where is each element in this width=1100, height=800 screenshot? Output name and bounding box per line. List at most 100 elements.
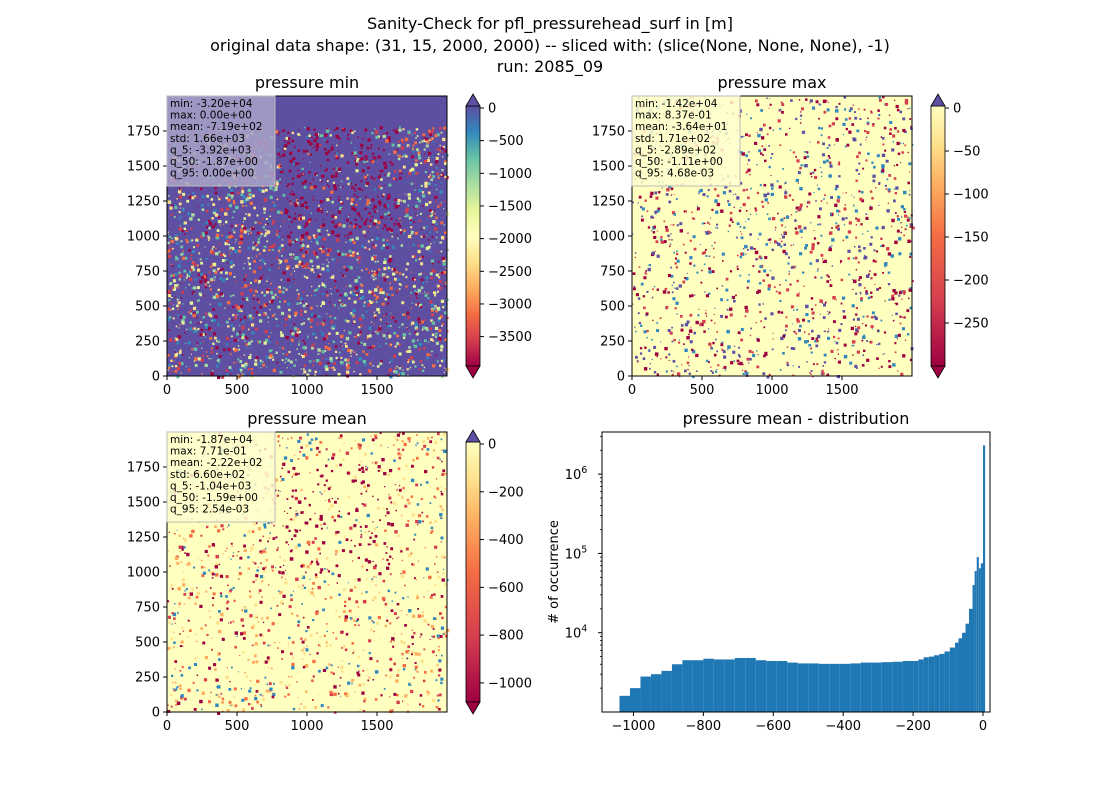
heatmap-cell bbox=[435, 156, 439, 160]
heatmap-cell bbox=[437, 489, 440, 492]
heatmap-cell bbox=[269, 644, 271, 647]
heatmap-cell bbox=[175, 337, 179, 341]
heatmap-cell bbox=[420, 305, 423, 308]
heatmap-cell bbox=[822, 365, 825, 367]
heatmap-cell bbox=[900, 231, 902, 234]
heatmap-cell bbox=[400, 454, 403, 456]
heatmap-cell bbox=[423, 136, 426, 139]
heatmap-cell bbox=[397, 237, 399, 240]
heatmap-cell bbox=[355, 169, 359, 173]
heatmap-cell bbox=[255, 576, 258, 579]
heatmap-cell bbox=[835, 117, 839, 121]
heatmap-cell bbox=[256, 231, 260, 235]
heatmap-cell bbox=[395, 509, 397, 512]
heatmap-cell bbox=[640, 282, 644, 286]
heatmap-cell bbox=[364, 207, 367, 210]
heatmap-cell bbox=[440, 348, 443, 352]
heatmap-cell bbox=[349, 352, 352, 354]
heatmap-cell bbox=[863, 254, 866, 257]
heatmap-cell bbox=[204, 549, 208, 553]
heatmap-cell bbox=[862, 233, 864, 235]
heatmap-cell bbox=[180, 215, 182, 218]
heatmap-cell bbox=[443, 632, 446, 635]
heatmap-cell bbox=[397, 467, 401, 470]
heatmap-cell bbox=[333, 317, 337, 320]
heatmap-cell bbox=[194, 602, 197, 605]
heatmap-cell bbox=[427, 292, 429, 294]
heatmap-cell bbox=[638, 266, 641, 268]
heatmap-cell bbox=[737, 331, 741, 335]
heatmap-cell bbox=[634, 256, 636, 258]
heatmap-cell bbox=[785, 329, 787, 332]
heatmap-cell bbox=[873, 165, 876, 169]
heatmap-cell bbox=[220, 560, 222, 562]
x-tick-label: 500 bbox=[690, 383, 715, 398]
heatmap-cell bbox=[851, 304, 855, 308]
heatmap-cell bbox=[254, 221, 257, 224]
heatmap-cell bbox=[197, 299, 200, 302]
heatmap-cell bbox=[307, 140, 311, 144]
heatmap-cell bbox=[305, 262, 309, 266]
heatmap-cell bbox=[423, 366, 425, 369]
heatmap-cell bbox=[349, 222, 351, 224]
heatmap-cell bbox=[382, 507, 385, 510]
heatmap-cell bbox=[667, 329, 671, 332]
figure-title-line-1: Sanity-Check for pfl_pressurehead_surf i… bbox=[367, 14, 733, 34]
heatmap-cell bbox=[421, 293, 423, 295]
heatmap-cell bbox=[444, 472, 447, 475]
heatmap-cell bbox=[852, 257, 855, 260]
heatmap-cell bbox=[345, 538, 349, 542]
heatmap-cell bbox=[349, 254, 352, 257]
heatmap-cell bbox=[271, 264, 273, 266]
heatmap-cell bbox=[221, 259, 225, 262]
heatmap-cell bbox=[288, 226, 290, 228]
heatmap-cell bbox=[910, 127, 913, 130]
heatmap-cell bbox=[880, 245, 883, 247]
heatmap-cell bbox=[304, 638, 307, 641]
heatmap-cell bbox=[193, 329, 197, 334]
heatmap-cell bbox=[217, 339, 220, 342]
heatmap-cell bbox=[235, 239, 237, 241]
heatmap-cell bbox=[172, 274, 175, 277]
heatmap-cell bbox=[868, 341, 870, 343]
heatmap-cell bbox=[387, 293, 391, 296]
heatmap-cell bbox=[338, 616, 341, 618]
heatmap-cell bbox=[861, 191, 864, 194]
heatmap-cell bbox=[345, 345, 348, 348]
heatmap-cell bbox=[349, 588, 353, 592]
heatmap-cell bbox=[244, 672, 246, 674]
heatmap-cell bbox=[347, 363, 350, 367]
heatmap-cell bbox=[891, 294, 894, 298]
heatmap-cell bbox=[245, 675, 248, 678]
heatmap-cell bbox=[708, 342, 712, 346]
heatmap-cell bbox=[231, 216, 234, 219]
heatmap-cell bbox=[206, 226, 208, 229]
heatmap-cell bbox=[374, 288, 378, 292]
heatmap-cell bbox=[279, 165, 282, 167]
heatmap-cell bbox=[903, 190, 907, 195]
heatmap-cell bbox=[283, 559, 286, 562]
heatmap-cell bbox=[888, 114, 891, 116]
heatmap-cell bbox=[767, 284, 771, 288]
heatmap-cell bbox=[315, 612, 319, 616]
heatmap-cell bbox=[357, 136, 359, 138]
heatmap-cell bbox=[814, 276, 817, 279]
heatmap-cell bbox=[735, 294, 737, 297]
heatmap-cell bbox=[397, 140, 400, 143]
heatmap-cell bbox=[229, 260, 233, 265]
heatmap-cell bbox=[283, 300, 287, 303]
heatmap-cell bbox=[801, 130, 806, 134]
heatmap-cell bbox=[228, 318, 231, 320]
heatmap-cell bbox=[437, 290, 439, 293]
heatmap-cell bbox=[400, 172, 403, 175]
heatmap-cell bbox=[836, 199, 840, 203]
heatmap-cell bbox=[348, 215, 350, 217]
heatmap-cell bbox=[392, 177, 396, 180]
heatmap-cell bbox=[866, 358, 870, 362]
heatmap-cell bbox=[771, 217, 776, 221]
heatmap-cell bbox=[234, 224, 238, 227]
heatmap-cell bbox=[352, 308, 356, 313]
heatmap-cell bbox=[779, 108, 782, 111]
heatmap-cell bbox=[867, 123, 870, 126]
heatmap-cell bbox=[439, 458, 441, 461]
